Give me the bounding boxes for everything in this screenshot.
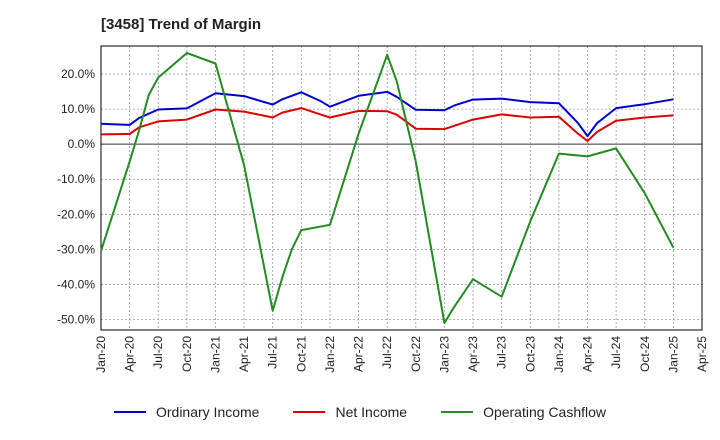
x-tick-label: Jan-22: [323, 336, 337, 373]
series-line-ordinary-income: [100, 90, 674, 138]
chart-title: [3458] Trend of Margin: [101, 16, 262, 33]
x-tick-label: Apr-24: [581, 336, 595, 372]
x-tick-label: Apr-22: [352, 336, 366, 372]
y-tick-label: 0.0%: [68, 137, 96, 151]
x-tick-label: Jan-25: [666, 336, 680, 373]
legend-label-net-income: Net Income: [335, 404, 408, 420]
x-tick-label: Apr-20: [123, 336, 137, 372]
plot-area-frame: [100, 45, 703, 331]
x-tick-label: Jul-24: [609, 336, 623, 369]
legend-swatch-operating-cashflow: [441, 411, 474, 413]
y-tick-label: -30.0%: [57, 242, 95, 256]
legend-item-operating-cashflow: Operating Cashflow: [441, 404, 606, 420]
y-tick-label: 10.0%: [61, 102, 95, 116]
legend-swatch-net-income: [293, 411, 326, 413]
x-tick-label: Jul-20: [151, 336, 165, 369]
x-tick-label: Jan-20: [94, 336, 108, 373]
x-tick-label: Jan-21: [208, 336, 222, 373]
x-tick-label: Jul-23: [495, 336, 509, 369]
x-tick-label: Jul-22: [380, 336, 394, 369]
x-tick-label: Oct-21: [294, 336, 308, 372]
y-tick-label: -40.0%: [57, 277, 95, 291]
x-tick-label: Jan-23: [437, 336, 451, 373]
y-tick-label: -20.0%: [57, 207, 95, 221]
y-tick-label: -10.0%: [57, 172, 95, 186]
legend-item-ordinary-income: Ordinary Income: [113, 404, 260, 420]
legend-label-operating-cashflow: Operating Cashflow: [483, 404, 607, 420]
x-tick-label: Oct-22: [409, 336, 423, 372]
x-tick-label: Apr-23: [466, 336, 480, 372]
x-tick-label: Oct-20: [180, 336, 194, 372]
x-tick-label: Jul-21: [266, 336, 280, 369]
y-tick-label: 20.0%: [61, 67, 95, 81]
legend: Ordinary Income Net Income Operating Cas…: [0, 404, 720, 420]
x-tick-label: Apr-21: [237, 336, 251, 372]
y-axis-ticks: 20.0% 10.0% 0.0% -10.0% -20.0% -30.0% -40.0% -5…: [57, 67, 95, 326]
legend-label-ordinary-income: Ordinary Income: [155, 404, 260, 420]
grid-lines: [100, 46, 703, 330]
x-tick-label: Jan-24: [552, 336, 566, 373]
series-line-net-income: [100, 107, 674, 142]
legend-item-net-income: Net Income: [293, 404, 407, 420]
legend-swatch-ordinary-income: [113, 411, 146, 413]
series-lines: [100, 52, 675, 324]
y-tick-label: -50.0%: [57, 312, 95, 326]
x-tick-label: Oct-24: [638, 336, 652, 372]
x-tick-label: Apr-25: [695, 336, 709, 372]
x-axis-ticks: Jan-20 Apr-20 Jul-20 Oct-20 Jan-21 Apr-21 Jul-…: [94, 336, 709, 373]
series-line-operating-cashflow: [100, 52, 675, 324]
x-tick-label: Oct-23: [523, 336, 537, 372]
